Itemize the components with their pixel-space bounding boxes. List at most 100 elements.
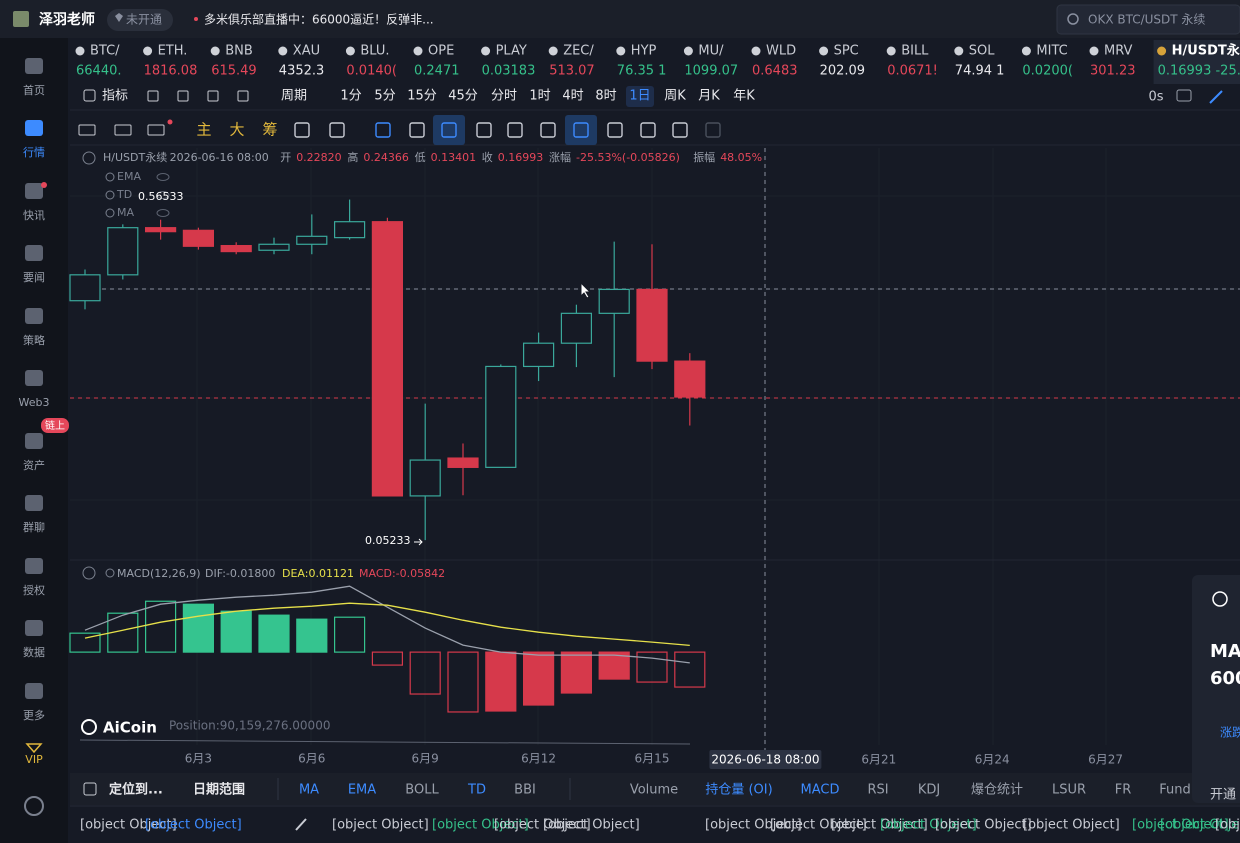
sidebar-item[interactable]: 群聊	[23, 520, 45, 534]
search-text[interactable]: OKX BTC/USDT 永续	[1088, 13, 1205, 27]
tool-icon	[573, 122, 589, 138]
legend-text: 高	[347, 150, 358, 164]
ticker-symbol[interactable]: SPC	[834, 44, 859, 59]
ticker-symbol[interactable]: SOL	[969, 44, 995, 59]
ticker-symbol[interactable]: OPE	[428, 44, 454, 59]
ticker-price[interactable]: 0.2471	[414, 64, 460, 79]
sub-indicator-tab[interactable]: 爆仓统计	[971, 783, 1023, 798]
ticker-price[interactable]: 66440.	[76, 64, 122, 79]
sidebar-item[interactable]: 首页	[23, 83, 45, 97]
ticker-symbol[interactable]: BLU.	[360, 44, 389, 59]
sidebar-item[interactable]: 资产	[23, 458, 45, 472]
indicator-toggle[interactable]: EMA	[117, 170, 141, 183]
candle-body	[220, 245, 252, 253]
tool-button[interactable]: 主	[196, 121, 211, 139]
sidebar-item[interactable]: 更多	[23, 708, 45, 722]
ticker-symbol[interactable]: ETH.	[158, 44, 188, 59]
timeframe-option[interactable]: 8时	[595, 89, 616, 104]
ticker-symbol[interactable]: MRV	[1104, 44, 1133, 59]
tool-active-bg	[433, 115, 465, 145]
date-range-button[interactable]: 日期范围	[193, 782, 245, 798]
ticker-price[interactable]: 0.03183	[482, 64, 536, 79]
sub-indicator-tab[interactable]: FR	[1115, 783, 1132, 798]
ticker-price[interactable]: 0.0140(	[346, 64, 397, 79]
timeframe-option[interactable]: 月K	[698, 89, 720, 104]
timeframe-option[interactable]: 15分	[407, 89, 437, 104]
sidebar-item[interactable]: VIP	[25, 753, 43, 766]
ticker-symbol[interactable]: HYP	[631, 44, 657, 59]
sidebar-item[interactable]: Web3	[19, 396, 50, 409]
ticker-price[interactable]: 0.0200(	[1022, 64, 1073, 79]
status-item[interactable]: [object Object]	[145, 818, 242, 833]
user-name[interactable]: 泽羽老师	[39, 11, 95, 28]
candle-body	[447, 457, 479, 468]
sidebar-item[interactable]: 授权	[23, 583, 45, 597]
promo-title: MA	[1210, 641, 1240, 662]
tool-icon	[207, 90, 219, 102]
sub-indicator-tab[interactable]: 持仓量 (OI)	[705, 783, 772, 798]
ticker-symbol[interactable]: XAU	[293, 44, 320, 59]
ticker-symbol[interactable]: MU/	[698, 44, 724, 59]
sidebar-item[interactable]: 要闻	[23, 270, 45, 284]
ticker-price[interactable]: 0.0671!	[887, 64, 938, 79]
timeframe-option[interactable]: 1分	[340, 89, 361, 104]
timeframe-option[interactable]: 分时	[491, 89, 517, 104]
ticker-price[interactable]: 74.94 1	[955, 64, 1005, 79]
timeframe-option[interactable]: 年K	[733, 89, 755, 104]
news-ticker[interactable]: 多米俱乐部直播中：66000逼近！反弹非...	[204, 12, 434, 27]
indicator-toggle[interactable]: TD	[116, 188, 132, 201]
timeframe-option[interactable]: 4时	[562, 89, 583, 104]
ticker-price[interactable]: 615.49	[211, 64, 257, 79]
main-indicator-tab[interactable]: TD	[467, 783, 486, 798]
sidebar-item[interactable]: 数据	[23, 645, 45, 659]
ticker-price[interactable]: 202.09	[820, 64, 866, 79]
x-tick-label: 6月3	[185, 752, 212, 766]
sub-indicator-tab[interactable]: RSI	[867, 783, 888, 798]
sidebar-tag-bg	[41, 418, 69, 433]
promo-action[interactable]: 开通	[1210, 788, 1236, 803]
ticker-symbol[interactable]: BILL	[901, 44, 929, 59]
settings-icon	[24, 796, 44, 816]
ticker-symbol[interactable]: H/USDT永	[1172, 43, 1240, 59]
ticker-symbol[interactable]: BTC/	[90, 44, 120, 59]
ticker-symbol[interactable]: ZEC/	[563, 44, 594, 59]
sidebar-item[interactable]: 快讯	[23, 209, 45, 222]
sub-indicator-tab[interactable]: MACD	[801, 783, 840, 798]
main-indicator-tab[interactable]: BOLL	[405, 783, 439, 798]
ticker-symbol[interactable]: BNB	[225, 44, 253, 59]
period-button[interactable]: 周期	[281, 89, 307, 104]
macd-bar	[522, 651, 555, 706]
ticker-price[interactable]: 4352.3	[279, 64, 325, 79]
sub-indicator-tab[interactable]: Fund	[1159, 783, 1191, 798]
main-indicator-tab[interactable]: EMA	[348, 783, 376, 798]
macd-bar	[371, 651, 403, 666]
sidebar-item[interactable]: 行情	[23, 146, 45, 159]
indicator-toggle[interactable]: MA	[117, 206, 134, 219]
indicator-button[interactable]: 指标	[102, 89, 128, 104]
timeframe-option[interactable]: 周K	[664, 89, 686, 104]
ticker-symbol[interactable]: WLD	[766, 44, 796, 59]
badge-text[interactable]: 未开通	[126, 13, 162, 27]
sidebar-item[interactable]: 策略	[23, 333, 45, 347]
sub-indicator-tab[interactable]: Volume	[630, 783, 678, 798]
locate-button[interactable]: 定位到...	[108, 782, 163, 798]
tool-button[interactable]: 筹	[262, 121, 277, 139]
ticker-price[interactable]: 76.35 1	[617, 64, 667, 79]
main-indicator-tab[interactable]: MA	[299, 783, 319, 798]
sub-indicator-tab[interactable]: KDJ	[918, 783, 940, 798]
sub-indicator-tab[interactable]: LSUR	[1052, 783, 1086, 798]
ticker-price[interactable]: 1816.08	[144, 64, 198, 79]
ticker-price[interactable]: 1099.07	[684, 64, 738, 79]
timeframe-option[interactable]: 45分	[448, 89, 478, 104]
ticker-price[interactable]: 0.16993 -25.	[1158, 64, 1240, 79]
timeframe-option[interactable]: 5分	[374, 89, 395, 104]
timeframe-option[interactable]: 1时	[529, 89, 550, 104]
ticker-price[interactable]: 0.6483	[752, 64, 798, 79]
ticker-symbol[interactable]: PLAY	[496, 44, 527, 59]
timeframe-option[interactable]: 1日	[629, 89, 650, 104]
tool-button[interactable]: 大	[229, 121, 244, 139]
ticker-price[interactable]: 513.07	[549, 64, 595, 79]
main-indicator-tab[interactable]: BBI	[514, 783, 536, 798]
ticker-symbol[interactable]: MITC	[1036, 44, 1067, 59]
ticker-price[interactable]: 301.23	[1090, 64, 1136, 79]
